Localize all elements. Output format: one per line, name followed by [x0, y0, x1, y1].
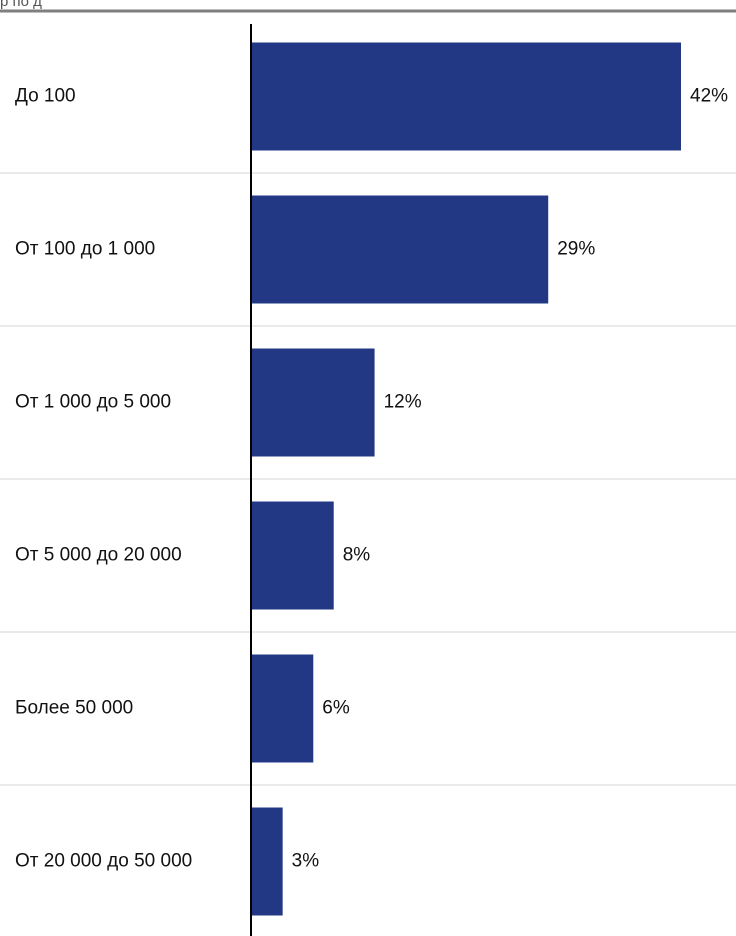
bar — [252, 195, 549, 304]
category-label: До 100 — [15, 86, 76, 107]
value-label: 3% — [292, 851, 320, 872]
chart-header-text: р по д — [0, 0, 42, 10]
bar — [252, 42, 681, 151]
bar — [252, 807, 283, 916]
value-label: 29% — [557, 239, 595, 260]
category-label: От 1 000 до 5 000 — [15, 392, 171, 413]
category-label: От 100 до 1 000 — [15, 239, 155, 260]
value-label: 42% — [690, 86, 728, 107]
value-label: 6% — [322, 698, 350, 719]
bar — [252, 501, 334, 610]
category-label: От 20 000 до 50 000 — [15, 851, 192, 872]
value-label: 8% — [343, 545, 371, 566]
value-label: 12% — [384, 392, 422, 413]
category-label: Более 50 000 — [15, 698, 133, 719]
bar — [252, 654, 314, 763]
category-label: От 5 000 до 20 000 — [15, 545, 182, 566]
bar — [252, 348, 375, 457]
